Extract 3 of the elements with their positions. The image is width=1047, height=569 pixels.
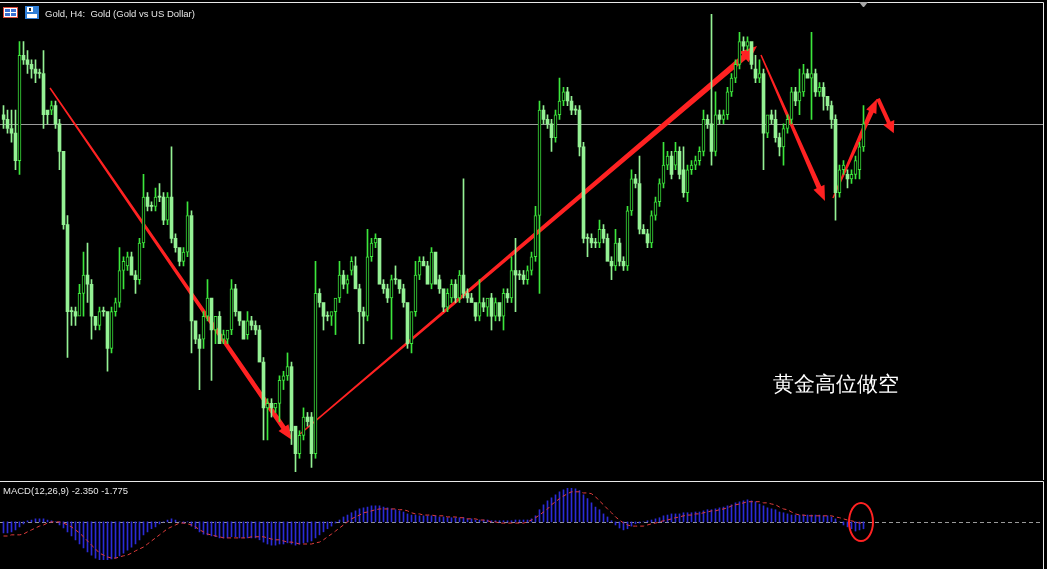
chart-title: Gold, H4: Gold (Gold vs US Dollar) — [45, 8, 195, 19]
annotation: 黄金高位做空 — [773, 372, 899, 395]
chart-title: MACD(12,26,9) -2.350 -1.775 — [3, 485, 129, 496]
